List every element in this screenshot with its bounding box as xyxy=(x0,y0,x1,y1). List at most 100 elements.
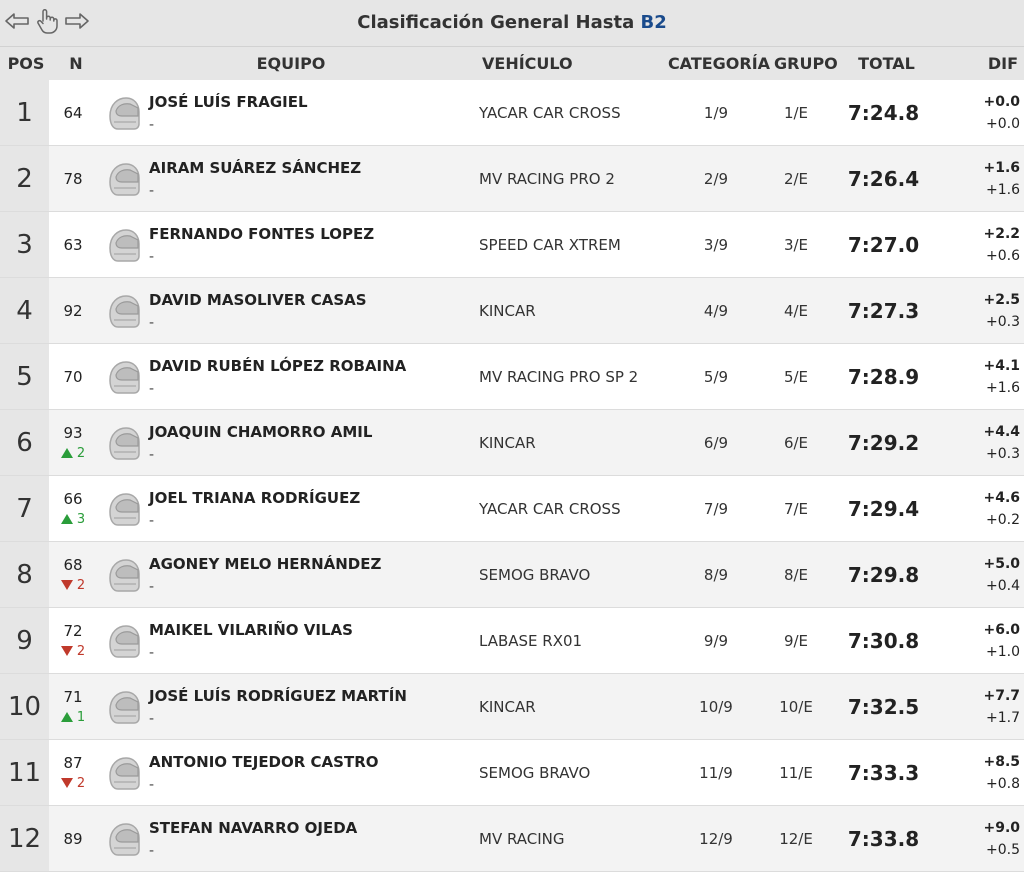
header-total[interactable]: TOTAL xyxy=(858,54,915,73)
vehicle: SEMOG BRAVO xyxy=(479,763,591,782)
helmet-cell xyxy=(97,94,149,132)
table-row[interactable]: 3 63 FERNANDO FONTES LOPEZ - SPE xyxy=(0,212,1024,278)
group-rank: 4/E xyxy=(783,301,809,320)
group-rank: 8/E xyxy=(783,565,809,584)
header-vehicle[interactable]: VEHÍCULO xyxy=(482,54,573,73)
forward-button[interactable] xyxy=(64,8,90,34)
position: 6 xyxy=(0,410,49,475)
total-time: 7:32.5 xyxy=(847,694,920,719)
vehicle: MV RACING PRO SP 2 xyxy=(479,367,639,386)
position: 1 xyxy=(0,80,49,145)
car-number: 87 xyxy=(63,754,83,772)
table-row[interactable]: 4 92 DAVID MASOLIVER CASAS - KIN xyxy=(0,278,1024,344)
title-stage: B2 xyxy=(640,12,667,33)
dif-cell: +5.0 +0.4 xyxy=(946,556,1024,594)
category-rank: 3/9 xyxy=(703,235,729,254)
back-button[interactable] xyxy=(4,8,30,34)
table-row[interactable]: 9 72 2 MAIKEL VILARIÑO VILAS - LA xyxy=(0,608,1024,674)
codriver-name: - xyxy=(149,578,155,595)
driver-name[interactable]: ANTONIO TEJEDOR CASTRO xyxy=(149,752,379,771)
results-table: 1 64 JOSÉ LUÍS FRAGIEL - YACAR C xyxy=(0,80,1024,872)
table-row[interactable]: 6 93 2 JOAQUIN CHAMORRO AMIL - KI xyxy=(0,410,1024,476)
driver-name[interactable]: DAVID RUBÉN LÓPEZ ROBAINA xyxy=(149,356,407,375)
row-body: 71 1 JOSÉ LUÍS RODRÍGUEZ MARTÍN - KINCAR… xyxy=(49,674,1024,739)
table-row[interactable]: 2 78 AIRAM SUÁREZ SÁNCHEZ - MV R xyxy=(0,146,1024,212)
header-team[interactable]: EQUIPO xyxy=(256,54,326,73)
vehicle: KINCAR xyxy=(479,433,536,452)
team-cell: JOEL TRIANA RODRÍGUEZ - xyxy=(149,489,479,529)
row-body: 89 STEFAN NAVARRO OJEDA - MV RACING 12/9 xyxy=(49,806,1024,871)
total-time: 7:27.0 xyxy=(847,232,920,257)
header-pos[interactable]: POS xyxy=(7,54,45,73)
dif-cell: +9.0 +0.5 xyxy=(946,820,1024,858)
table-row[interactable]: 10 71 1 JOSÉ LUÍS RODRÍGUEZ MARTÍN - xyxy=(0,674,1024,740)
table-row[interactable]: 11 87 2 ANTONIO TEJEDOR CASTRO - xyxy=(0,740,1024,806)
header-group[interactable]: GRUPO xyxy=(774,54,838,73)
driver-name[interactable]: AIRAM SUÁREZ SÁNCHEZ xyxy=(149,158,362,177)
header-num[interactable]: N xyxy=(69,54,83,73)
driver-name[interactable]: AGONEY MELO HERNÁNDEZ xyxy=(149,554,382,573)
helmet-cell xyxy=(97,754,149,792)
group-rank: 12/E xyxy=(779,829,813,848)
driver-name[interactable]: FERNANDO FONTES LOPEZ xyxy=(149,224,375,243)
car-number: 78 xyxy=(63,169,83,188)
driver-name[interactable]: STEFAN NAVARRO OJEDA xyxy=(149,818,358,837)
dif-leader: +9.0 xyxy=(983,819,1020,836)
position: 7 xyxy=(0,476,49,541)
driver-name[interactable]: JOSÉ LUÍS FRAGIEL xyxy=(149,92,308,111)
table-row[interactable]: 8 68 2 AGONEY MELO HERNÁNDEZ - SE xyxy=(0,542,1024,608)
category-rank: 5/9 xyxy=(703,367,729,386)
table-header: POS N EQUIPO VEHÍCULO CATEGORÍA GRUPO TO… xyxy=(0,47,1024,80)
position-change: 2 xyxy=(49,644,97,659)
dif-leader: +5.0 xyxy=(983,555,1020,572)
vehicle: MV RACING PRO 2 xyxy=(479,169,615,188)
dif-previous: +0.5 xyxy=(986,841,1020,858)
table-row[interactable]: 1 64 JOSÉ LUÍS FRAGIEL - YACAR C xyxy=(0,80,1024,146)
triangle-down-icon xyxy=(60,778,73,788)
header-category[interactable]: CATEGORÍA xyxy=(667,54,771,73)
header-dif[interactable]: DIF xyxy=(987,54,1018,73)
group-rank: 10/E xyxy=(779,697,813,716)
car-number: 92 xyxy=(63,301,83,320)
row-body: 78 AIRAM SUÁREZ SÁNCHEZ - MV RACING PRO … xyxy=(49,146,1024,211)
table-row[interactable]: 7 66 3 JOEL TRIANA RODRÍGUEZ - YA xyxy=(0,476,1024,542)
driver-name[interactable]: DAVID MASOLIVER CASAS xyxy=(149,290,367,309)
dif-leader: +0.0 xyxy=(983,93,1020,110)
dif-previous: +0.8 xyxy=(986,775,1020,792)
codriver-name: - xyxy=(149,710,155,727)
table-row[interactable]: 12 89 STEFAN NAVARRO OJEDA - MV xyxy=(0,806,1024,872)
dif-cell: +7.7 +1.7 xyxy=(946,688,1024,726)
category-rank: 4/9 xyxy=(703,301,729,320)
dif-previous: +1.6 xyxy=(986,181,1020,198)
category-rank: 1/9 xyxy=(703,103,729,122)
helmet-icon xyxy=(109,294,140,328)
nav-controls xyxy=(4,8,90,34)
vehicle: KINCAR xyxy=(479,697,536,716)
dif-cell: +2.5 +0.3 xyxy=(946,292,1024,330)
driver-name[interactable]: JOAQUIN CHAMORRO AMIL xyxy=(149,422,373,441)
dif-cell: +4.6 +0.2 xyxy=(946,490,1024,528)
dif-cell: +4.4 +0.3 xyxy=(946,424,1024,462)
position-change-value: 2 xyxy=(76,578,86,593)
arrow-left-icon xyxy=(5,13,29,29)
dif-previous: +1.0 xyxy=(986,643,1020,660)
position-change: 1 xyxy=(49,710,97,725)
position-change-value: 2 xyxy=(76,644,86,659)
total-time: 7:29.4 xyxy=(847,496,920,521)
codriver-name: - xyxy=(149,248,155,265)
dif-leader: +7.7 xyxy=(983,687,1020,704)
position: 11 xyxy=(0,740,49,805)
total-time: 7:29.2 xyxy=(847,430,920,455)
total-time: 7:29.8 xyxy=(847,562,920,587)
table-row[interactable]: 5 70 DAVID RUBÉN LÓPEZ ROBAINA - xyxy=(0,344,1024,410)
dif-leader: +6.0 xyxy=(983,621,1020,638)
pointer-button[interactable] xyxy=(34,8,60,34)
dif-previous: +0.3 xyxy=(986,313,1020,330)
driver-name[interactable]: MAIKEL VILARIÑO VILAS xyxy=(149,620,353,639)
car-number: 93 xyxy=(63,424,83,442)
helmet-icon xyxy=(109,162,140,196)
driver-name[interactable]: JOSÉ LUÍS RODRÍGUEZ MARTÍN xyxy=(149,686,407,705)
vehicle: KINCAR xyxy=(479,301,536,320)
car-number-cell: 68 2 xyxy=(49,556,97,593)
driver-name[interactable]: JOEL TRIANA RODRÍGUEZ xyxy=(149,488,361,507)
